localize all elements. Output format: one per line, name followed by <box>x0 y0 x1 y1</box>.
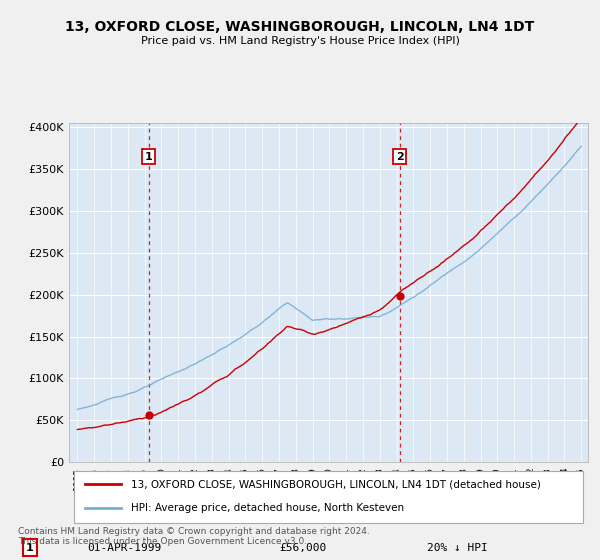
FancyBboxPatch shape <box>74 470 583 524</box>
Text: 01-APR-1999: 01-APR-1999 <box>88 543 162 553</box>
Text: 13, OXFORD CLOSE, WASHINGBOROUGH, LINCOLN, LN4 1DT (detached house): 13, OXFORD CLOSE, WASHINGBOROUGH, LINCOL… <box>131 479 541 489</box>
Text: 20% ↓ HPI: 20% ↓ HPI <box>427 543 488 553</box>
Text: 2: 2 <box>395 152 403 162</box>
Text: Contains HM Land Registry data © Crown copyright and database right 2024.
This d: Contains HM Land Registry data © Crown c… <box>18 526 370 546</box>
Text: 1: 1 <box>26 543 34 553</box>
Text: Price paid vs. HM Land Registry's House Price Index (HPI): Price paid vs. HM Land Registry's House … <box>140 36 460 46</box>
Text: HPI: Average price, detached house, North Kesteven: HPI: Average price, detached house, Nort… <box>131 502 404 512</box>
Text: 1: 1 <box>145 152 152 162</box>
Text: £56,000: £56,000 <box>280 543 326 553</box>
Text: 13, OXFORD CLOSE, WASHINGBOROUGH, LINCOLN, LN4 1DT: 13, OXFORD CLOSE, WASHINGBOROUGH, LINCOL… <box>65 20 535 34</box>
